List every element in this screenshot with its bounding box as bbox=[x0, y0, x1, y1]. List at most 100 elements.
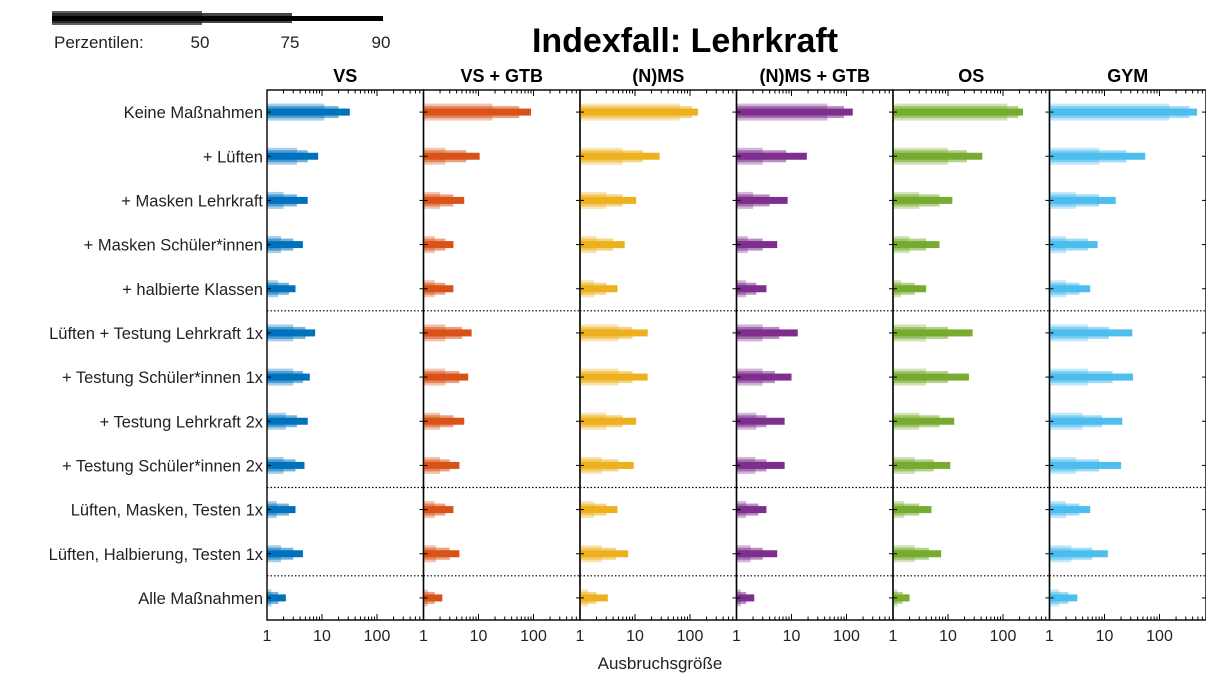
bar-p75 bbox=[893, 547, 929, 560]
bar-p50 bbox=[580, 368, 619, 386]
panel-title: (N)MS bbox=[632, 66, 684, 86]
bar-p50 bbox=[1049, 324, 1088, 342]
bar-p50 bbox=[893, 147, 949, 165]
bar-p75 bbox=[423, 282, 446, 295]
bar-p75 bbox=[580, 194, 623, 207]
bar-p50 bbox=[423, 280, 435, 298]
bar-p50 bbox=[1049, 456, 1076, 474]
panel-title: OS bbox=[958, 66, 984, 86]
bar-p50 bbox=[580, 236, 597, 254]
bar-p75 bbox=[580, 150, 644, 163]
bar-p50 bbox=[893, 103, 1008, 121]
legend-label: Perzentilen: bbox=[54, 33, 144, 52]
bar-p50 bbox=[736, 147, 763, 165]
bar-p75 bbox=[1049, 282, 1080, 295]
bar-p50 bbox=[893, 456, 915, 474]
bar-p75 bbox=[893, 415, 940, 428]
bar-p50 bbox=[736, 236, 748, 254]
bar-p50 bbox=[736, 368, 763, 386]
row-label: + Testung Schüler*innen 1x bbox=[62, 369, 264, 387]
legend: Perzentilen: 50 75 90 bbox=[52, 11, 390, 52]
bar-p50 bbox=[1049, 191, 1076, 209]
bar-p75 bbox=[423, 150, 467, 163]
panel-frame bbox=[1048, 89, 1206, 621]
bar-p75 bbox=[423, 547, 450, 560]
bar-p75 bbox=[267, 238, 294, 251]
bar-p75 bbox=[580, 459, 619, 472]
bar-p50 bbox=[736, 501, 747, 519]
bar-p50 bbox=[580, 324, 619, 342]
panel-frame bbox=[266, 89, 425, 621]
chart-title: Indexfall: Lehrkraft bbox=[532, 22, 838, 60]
row-labels: Keine Maßnahmen + Lüften + Masken Lehrkraf… bbox=[49, 104, 264, 608]
bar-p50 bbox=[893, 324, 927, 342]
bar-p75 bbox=[423, 194, 454, 207]
x-tick-label: 1 bbox=[889, 628, 898, 645]
bar-p50 bbox=[423, 456, 441, 474]
bar-p50 bbox=[1049, 368, 1088, 386]
panel-frame bbox=[422, 89, 581, 621]
row-label: Alle Maßnahmen bbox=[138, 590, 263, 608]
bar-p75 bbox=[580, 106, 693, 119]
bar-p75 bbox=[1049, 459, 1100, 472]
x-tick-label: 100 bbox=[677, 628, 704, 645]
bar-p50 bbox=[736, 324, 763, 342]
panel-title: VS bbox=[333, 66, 357, 86]
bar-p75 bbox=[736, 106, 844, 119]
row-label: + halbierte Klassen bbox=[122, 281, 263, 299]
bar-p75 bbox=[580, 371, 633, 384]
bar-p50 bbox=[893, 412, 920, 430]
bar-p50 bbox=[267, 147, 297, 165]
bar-p75 bbox=[736, 459, 767, 472]
bar-p75 bbox=[580, 547, 616, 560]
bar-p75 bbox=[893, 194, 940, 207]
bar-p50 bbox=[893, 280, 902, 298]
bar-p75 bbox=[580, 326, 633, 339]
bar-p50 bbox=[1049, 545, 1072, 563]
bar-p50 bbox=[423, 501, 435, 519]
legend-percentile-90: 90 bbox=[372, 33, 391, 52]
bar-p50 bbox=[893, 191, 920, 209]
x-tick-label: 100 bbox=[520, 628, 547, 645]
x-tick-label: 10 bbox=[626, 628, 644, 645]
panel: VS + GTB 1 10 100 bbox=[419, 66, 581, 645]
bar-p50 bbox=[267, 236, 282, 254]
x-tick-label: 100 bbox=[364, 628, 391, 645]
panel: VS 1 10 100 bbox=[263, 66, 425, 645]
panel: OS 1 10 100 bbox=[889, 66, 1051, 645]
panel-title: VS + GTB bbox=[460, 66, 543, 86]
bar-p75 bbox=[736, 503, 759, 516]
bar-p50 bbox=[1049, 589, 1060, 607]
row-label: + Lüften bbox=[203, 148, 263, 166]
panel-frame bbox=[892, 89, 1051, 621]
row-label: Keine Maßnahmen bbox=[124, 104, 263, 122]
row-label: + Masken Schüler*innen bbox=[84, 237, 263, 255]
bar-p50 bbox=[423, 236, 435, 254]
bar-p50 bbox=[267, 501, 277, 519]
bar-p75 bbox=[893, 238, 927, 251]
bar-p75 bbox=[736, 282, 757, 295]
bar-p50 bbox=[267, 456, 284, 474]
bar-p75 bbox=[1049, 106, 1190, 119]
bar-p75 bbox=[1049, 591, 1069, 604]
bar-p75 bbox=[267, 459, 296, 472]
row-label: + Testung Schüler*innen 2x bbox=[62, 457, 264, 475]
bar-p75 bbox=[1049, 547, 1093, 560]
bar-p50 bbox=[893, 545, 915, 563]
bar-p75 bbox=[736, 238, 763, 251]
bar-p50 bbox=[580, 147, 623, 165]
row-label: + Testung Lehrkraft 2x bbox=[100, 413, 264, 431]
bar-p75 bbox=[267, 591, 279, 604]
bar-p75 bbox=[423, 106, 520, 119]
bar-p50 bbox=[267, 324, 294, 342]
bar-p75 bbox=[1049, 326, 1109, 339]
bar-p50 bbox=[1049, 147, 1100, 165]
bar-p75 bbox=[736, 194, 770, 207]
x-tick-label: 1 bbox=[263, 628, 272, 645]
bar-p75 bbox=[423, 371, 460, 384]
bar-p75 bbox=[267, 547, 294, 560]
bar-p75 bbox=[1049, 371, 1113, 384]
bar-p75 bbox=[423, 326, 462, 339]
